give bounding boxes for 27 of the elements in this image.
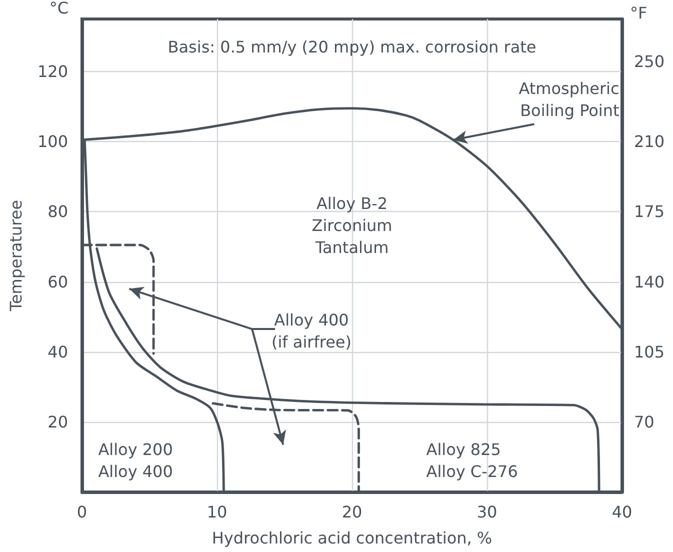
y2-tick-label: 250	[634, 52, 665, 72]
y-axis-title: Temperaturee	[6, 200, 26, 312]
text: °C	[49, 0, 68, 18]
y-tick-label: 20	[48, 412, 68, 432]
annotation: Alloy 825 Alloy C-276	[426, 440, 518, 481]
y2-tick-label: 70	[634, 412, 654, 432]
x-tick-label: 10	[206, 502, 228, 522]
y-tick-label: 120	[37, 62, 68, 82]
annotation: Alloy 400 (if airfree)	[271, 310, 352, 352]
annotation: Atmospheric Boiling Point	[518, 79, 620, 120]
y2-tick-label: 105	[634, 342, 665, 362]
y2-tick-label: 175	[634, 202, 665, 222]
x-tick-label: 20	[342, 502, 362, 522]
y2-tick-label: 210	[634, 132, 665, 152]
y-tick-label: 100	[37, 132, 68, 152]
annotation: Alloy 200 Alloy 400	[98, 440, 173, 481]
annotation: Alloy B-2 Zirconium Tantalum	[312, 194, 392, 258]
annotation: Basis: 0.5 mm/y (20 mpy) max. corrosion rate	[168, 38, 536, 57]
y2-tick-label: 140	[634, 272, 665, 292]
x-axis-title: Hydrochloric acid concentration, %	[212, 528, 492, 548]
y-tick-label: 40	[48, 342, 68, 362]
y-tick-label: 80	[48, 202, 68, 222]
y-tick-label: 60	[48, 272, 68, 292]
x-tick-label: 0	[76, 502, 88, 522]
x-tick-label: 40	[612, 502, 632, 522]
x-tick-label: 30	[476, 502, 498, 522]
y2-axis-title: °F	[630, 4, 648, 22]
